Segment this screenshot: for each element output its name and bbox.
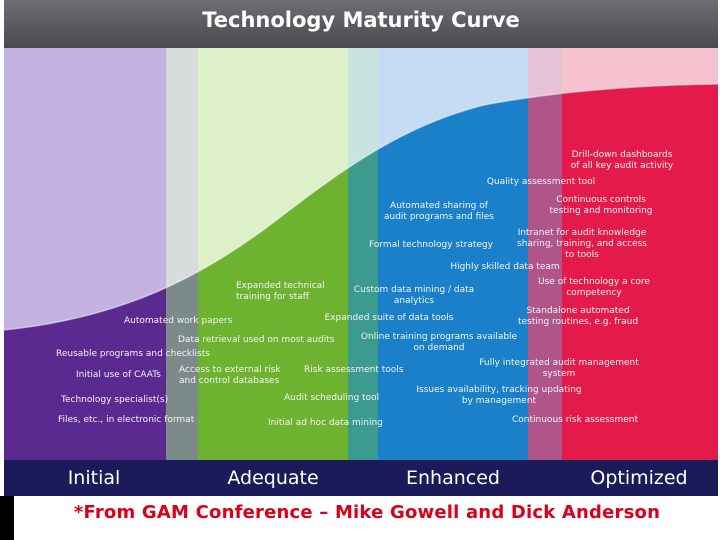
item-expanded-training: Expanded technical training for staff [236, 281, 325, 302]
stage-label-adequate: Adequate [227, 467, 319, 489]
item-continuous-controls: Continuous controls testing and monitori… [549, 195, 653, 216]
diagram-frame: Technology Maturity Curve Drill-down das… [4, 0, 718, 496]
item-reusable: Reusable programs and checklists [56, 349, 210, 359]
item-formal-strategy: Formal technology strategy [369, 240, 493, 250]
stage-label-enhanced: Enhanced [406, 467, 500, 489]
stage-label-optimized: Optimized [590, 467, 688, 489]
item-risk-tools: Risk assessment tools [304, 365, 404, 375]
diagram-title: Technology Maturity Curve [202, 8, 520, 32]
item-data-retrieval: Data retrieval used on most audits [178, 335, 335, 345]
stage-label-initial: Initial [67, 467, 121, 489]
item-continuous-risk: Continuous risk assessment [512, 415, 638, 425]
item-core-competency: Use of technology a core competency [538, 277, 650, 298]
footer-corner [0, 496, 14, 540]
stage-label-bar [4, 460, 718, 496]
source-credit: *From GAM Conference – Mike Gowell and D… [73, 502, 661, 523]
item-external-risk: Access to external risk and control data… [179, 365, 281, 386]
item-quality-tool: Quality assessment tool [486, 177, 596, 187]
stage-tint-initial [4, 0, 166, 330]
stage-fill-optimized [562, 84, 718, 460]
item-specialists: Technology specialist(s) [61, 395, 169, 405]
item-expanded-suite: Expanded suite of data tools [324, 313, 454, 323]
footer-strip [0, 496, 720, 540]
item-intranet: Intranet for audit knowledge sharing, tr… [517, 228, 647, 260]
item-integrated-mgmt: Fully integrated audit management system [479, 358, 639, 379]
title-band [4, 0, 718, 48]
item-files: Files, etc., in electronic format [58, 415, 195, 425]
item-online-training: Online training programs available on de… [360, 332, 518, 353]
item-adhoc: Initial ad hoc data mining [268, 418, 383, 428]
item-work-papers: Automated work papers [124, 316, 233, 326]
item-auto-sharing: Automated sharing of audit programs and … [384, 201, 494, 222]
item-caats: Initial use of CAATs [76, 370, 161, 380]
maturity-curve-line [4, 83, 718, 331]
item-issues: Issues availability, tracking updating b… [416, 385, 582, 406]
item-highly-skilled: Highly skilled data team [450, 262, 560, 272]
stage-fill-enhanced [378, 84, 528, 460]
item-scheduling: Audit scheduling tool [284, 393, 380, 403]
stage-fill-gap-3 [528, 84, 562, 460]
item-standalone: Standalone automated testing routines, e… [517, 306, 639, 327]
item-custom-mining: Custom data mining / data analytics [353, 285, 475, 306]
item-drill-down: Drill-down dashboards of all key audit a… [570, 150, 674, 171]
maturity-curve-graphic [4, 0, 718, 460]
